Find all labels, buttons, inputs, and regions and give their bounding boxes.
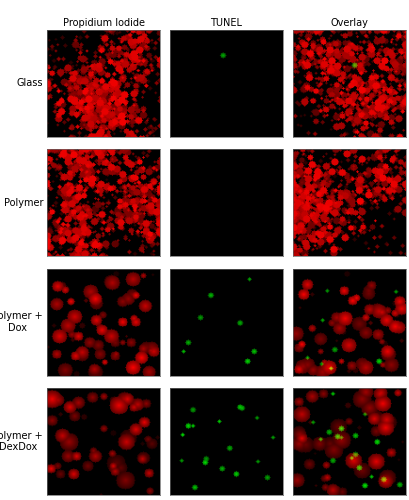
Text: Polymer +
Dox: Polymer + Dox [0, 312, 43, 333]
Text: Polymer +
DexDox: Polymer + DexDox [0, 431, 43, 452]
Text: Glass: Glass [16, 78, 43, 88]
Text: TUNEL: TUNEL [210, 18, 242, 28]
Text: Propidium Iodide: Propidium Iodide [62, 18, 144, 28]
Text: Overlay: Overlay [330, 18, 368, 28]
Text: Polymer: Polymer [4, 198, 43, 208]
